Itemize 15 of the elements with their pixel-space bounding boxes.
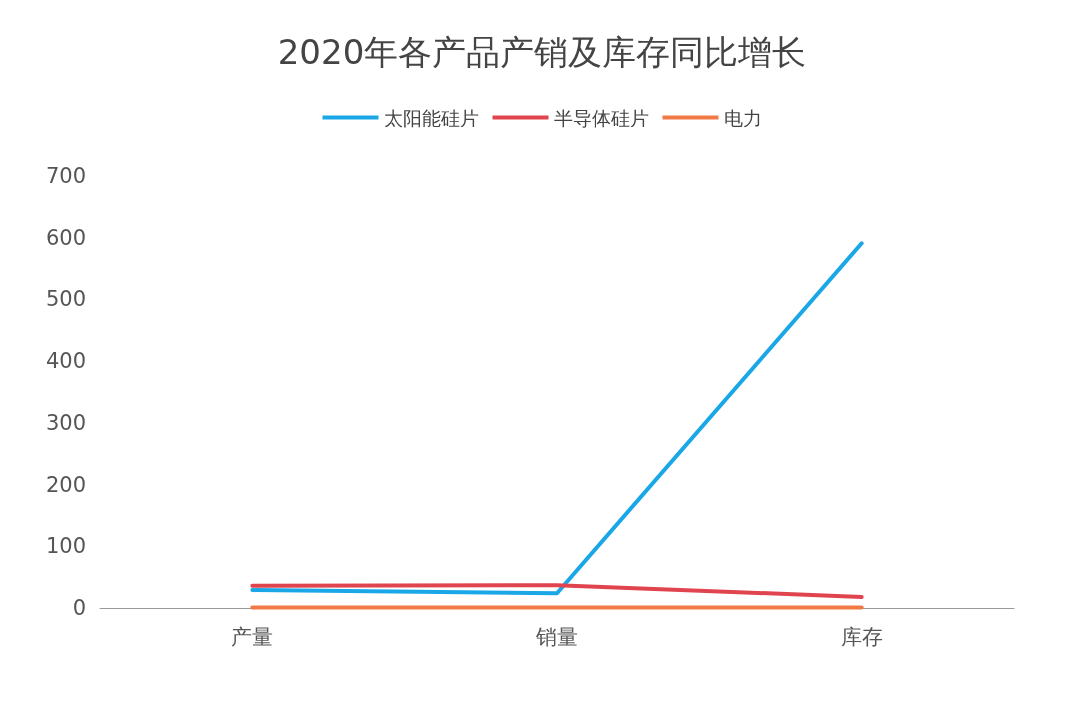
y-tick-label: 0 (72, 596, 86, 620)
x-tick-label: 产量 (231, 624, 274, 649)
y-tick-label: 400 (45, 349, 86, 374)
legend-label: 太阳能硅片 (383, 106, 479, 129)
legend-label: 半导体硅片 (553, 106, 649, 129)
chart-title: 2020年各产品产销及库存同比增长 (277, 32, 807, 72)
y-tick-label: 700 (45, 164, 86, 188)
x-tick-label: 销量 (535, 624, 578, 649)
y-tick-label: 500 (45, 287, 86, 312)
y-tick-label: 600 (45, 225, 86, 250)
x-tick-label: 库存 (840, 624, 883, 649)
y-tick-label: 100 (45, 534, 86, 559)
legend-label: 电力 (723, 106, 762, 129)
y-tick-label: 300 (45, 410, 86, 435)
y-tick-label: 200 (45, 472, 86, 497)
